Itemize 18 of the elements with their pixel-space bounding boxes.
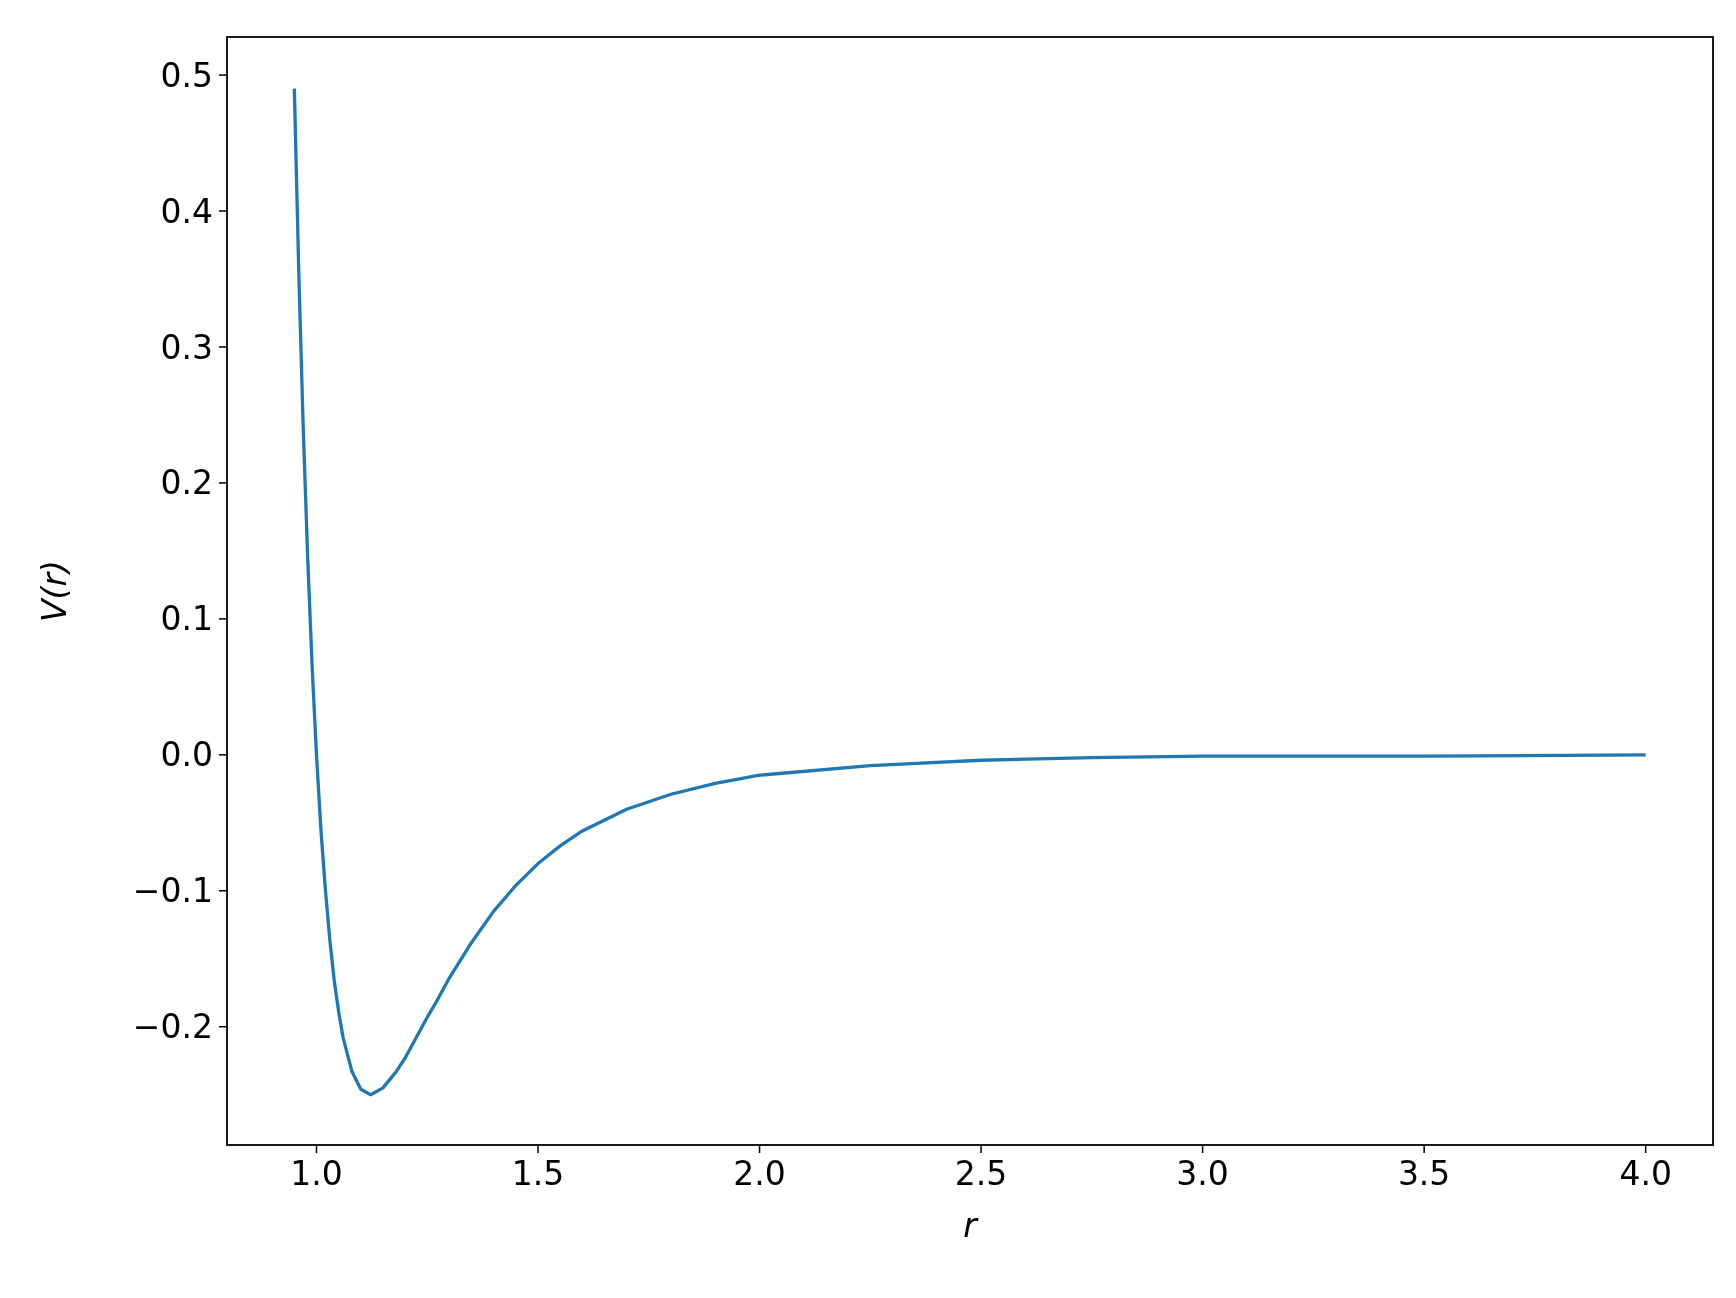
x-tick-label: 3.0 — [1176, 1154, 1229, 1193]
line-series — [292, 87, 1648, 1097]
y-tick-label: 0.1 — [160, 599, 213, 639]
y-tick-label: −0.2 — [132, 1007, 213, 1047]
y-tick-label: 0.0 — [160, 735, 213, 775]
y-tick-label: 0.4 — [160, 191, 213, 231]
x-tick-label: 3.5 — [1397, 1154, 1451, 1193]
x-axis-title: r — [963, 1206, 980, 1245]
y-tick-label: 0.2 — [160, 463, 213, 503]
y-tick-label: 0.3 — [160, 327, 213, 367]
y-tick-label: −0.1 — [132, 871, 213, 911]
x-tick-label: 2.0 — [733, 1154, 786, 1193]
x-tick-label: 1.0 — [290, 1154, 343, 1193]
x-tick-label: 1.5 — [511, 1154, 565, 1193]
y-tick-label: 0.5 — [160, 55, 213, 95]
x-tick-label: 4.0 — [1619, 1154, 1672, 1193]
y-axis-title: V(r) — [35, 560, 74, 622]
x-tick-label: 2.5 — [954, 1154, 1008, 1193]
